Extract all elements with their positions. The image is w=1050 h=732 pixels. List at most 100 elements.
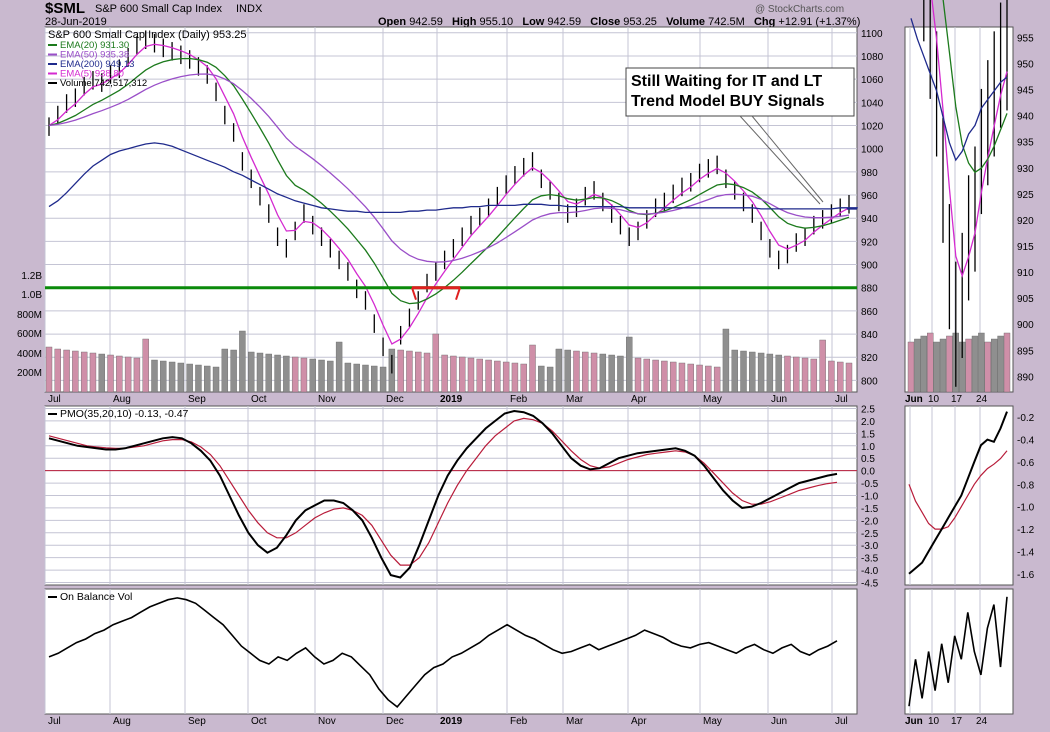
inset-volume-bar	[933, 341, 940, 393]
month-tick-label: Jul	[835, 394, 848, 405]
symbol-title: $SML	[45, 0, 86, 17]
volume-bar	[819, 339, 826, 393]
volume-tick-label: 1.0B	[21, 290, 42, 301]
volume-bar	[828, 360, 835, 393]
volume-value: 742.5M	[708, 16, 745, 28]
volume-bar	[239, 330, 246, 393]
month-tick-label: 2019	[440, 394, 463, 405]
month-tick-label: Sep	[188, 394, 206, 405]
pmo-tick-label: 0.5	[861, 454, 875, 465]
volume-bar	[247, 351, 255, 393]
volume-bar	[564, 349, 571, 393]
inset-day-tick-label: 17	[951, 394, 963, 405]
volume-bar	[757, 352, 765, 393]
volume-bar	[63, 349, 70, 393]
month-tick-label: 2019	[440, 716, 463, 727]
volume-bar	[749, 351, 756, 393]
legend-label: EMA(5) 938.80	[60, 69, 124, 80]
ema20-line	[48, 57, 850, 305]
volume-bar	[766, 353, 774, 393]
volume-bar	[291, 356, 299, 393]
price-tick-label: 1060	[861, 75, 884, 86]
volume-bar	[502, 361, 510, 393]
pmo-tick-label: -1.0	[861, 492, 879, 503]
inset-day-tick-label: 10	[928, 716, 940, 727]
volume-bar	[696, 364, 703, 393]
volume-bar	[151, 359, 158, 393]
volume-bar	[397, 349, 404, 393]
inset-ema5-line	[931, 0, 1008, 278]
inset-price-tick-label: 950	[1017, 60, 1034, 71]
inset-volume-bar	[914, 338, 921, 393]
volume-bar	[784, 355, 791, 393]
chart-panels	[44, 26, 1014, 715]
pmo-title: PMO(35,20,10) -0.13, -0.47	[60, 408, 189, 420]
price-tick-label: 1000	[861, 145, 884, 156]
volume-bar	[432, 333, 440, 393]
inset-ema200-line	[910, 18, 1008, 162]
pmo-inset-panel	[904, 405, 1014, 586]
price-tick-label: 1080	[861, 52, 884, 63]
volume-bar	[643, 358, 651, 393]
high-value: 955.10	[479, 16, 514, 28]
inset-day-tick-label: Jun	[905, 394, 923, 405]
support-red-tick	[411, 287, 417, 301]
ema50-line	[48, 73, 850, 263]
low-label: Low	[522, 16, 545, 28]
volume-bar	[705, 365, 712, 393]
volume-label: Volume	[666, 16, 706, 28]
month-tick-label: Oct	[251, 394, 267, 405]
volume-bar	[212, 366, 220, 393]
pmo-line	[48, 409, 838, 579]
price-tick-label: 900	[861, 261, 878, 272]
close-value: 953.25	[623, 16, 657, 28]
volume-bar	[406, 350, 413, 393]
inset-volume-bar	[927, 332, 934, 393]
pmo-tick-label: 2.5	[861, 404, 875, 415]
volume-bar	[256, 352, 264, 393]
inset-pmo-tick-label: -1.2	[1017, 525, 1035, 536]
inset-price-tick-label: 930	[1017, 164, 1034, 175]
month-tick-label: Dec	[386, 394, 404, 405]
ohlc-bar: Open 942.59 High 955.10 Low 942.59 Close…	[378, 16, 860, 28]
price-tick-label: 920	[861, 237, 878, 248]
volume-bar	[344, 362, 352, 393]
inset-price-tick-label: 935	[1017, 138, 1034, 149]
volume-bar	[415, 351, 422, 393]
ema5-line	[48, 43, 850, 345]
legend-label: EMA(20) 931.30	[60, 40, 129, 51]
pmo-tick-label: -4.0	[861, 566, 879, 577]
volume-bar	[221, 348, 229, 393]
volume-bar	[740, 350, 747, 393]
month-tick-label: Aug	[113, 716, 131, 727]
legend-label: Volume 742,517,312	[60, 78, 147, 89]
inset-pmo-tick-label: -0.6	[1017, 458, 1035, 469]
volume-bar	[599, 353, 607, 393]
volume-bar	[529, 344, 536, 393]
chart-marks: 800 820 840 860 880 900 920 940 960 980 1000 1020 10…	[17, 0, 1035, 727]
month-tick-label: Jun	[771, 716, 787, 727]
volume-bar	[177, 362, 185, 393]
month-tick-label: Jul	[835, 716, 848, 727]
pmo-tick-label: -0.5	[861, 479, 879, 490]
volume-bar	[793, 356, 800, 393]
month-tick-label: Sep	[188, 716, 206, 727]
volume-bar	[608, 354, 615, 393]
volume-bar	[617, 355, 624, 393]
volume-bar	[423, 352, 431, 393]
low-value: 942.59	[547, 16, 582, 28]
inset-day-tick-label: 17	[951, 716, 963, 727]
pmo-tick-label: -1.5	[861, 504, 879, 515]
volume-bar	[669, 361, 677, 393]
volume-bar	[80, 351, 88, 393]
volume-bar	[810, 358, 818, 393]
volume-bar	[72, 350, 79, 393]
volume-bar	[124, 356, 132, 393]
volume-bar	[327, 360, 334, 393]
pmo-tick-label: -3.5	[861, 554, 879, 565]
volume-bar	[441, 354, 448, 393]
volume-bar	[274, 354, 281, 393]
inset-pmo-line	[908, 411, 1008, 575]
month-tick-label: Mar	[566, 394, 584, 405]
inset-volume-bar	[946, 335, 953, 393]
